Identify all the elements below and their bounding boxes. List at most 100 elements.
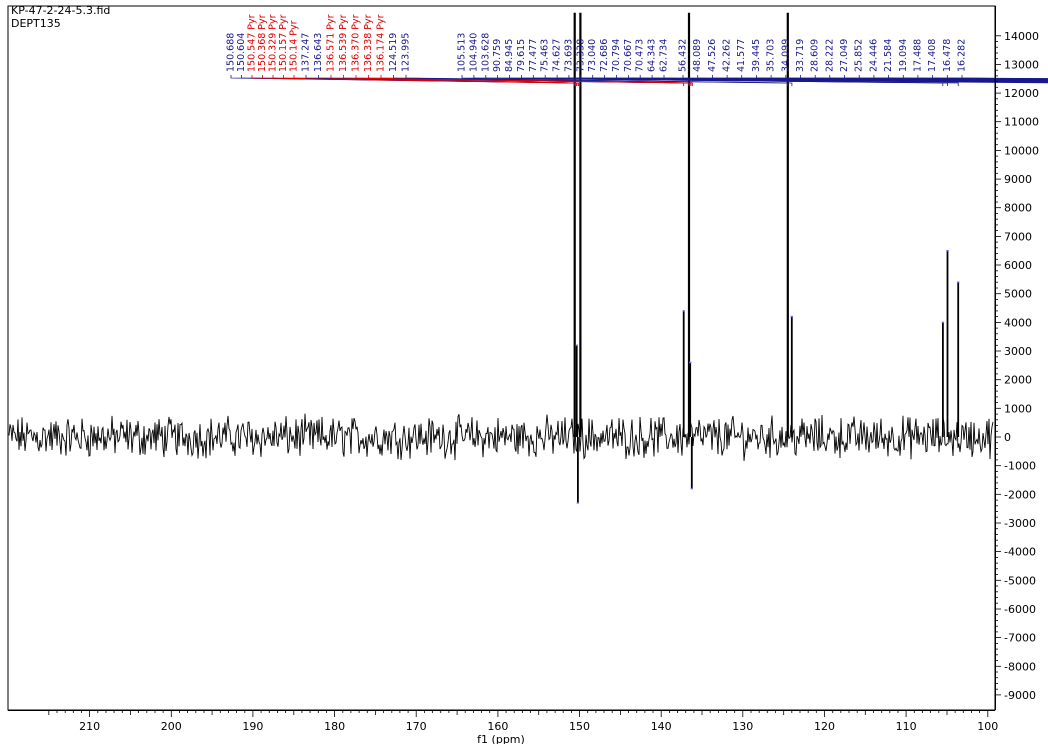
peak-label-leader xyxy=(785,75,1048,81)
peak-label: 136.174 Pyr xyxy=(376,14,387,72)
peak-label: 74.627 xyxy=(552,39,563,72)
peak-label-leader xyxy=(293,75,579,86)
peak-label: 150.329 Pyr xyxy=(268,14,279,72)
y-tick-label: -9000 xyxy=(1004,689,1036,702)
peak-label: 17.488 xyxy=(912,39,923,72)
x-tick-label: 110 xyxy=(896,720,917,733)
peak-label: 35.703 xyxy=(766,39,777,72)
peak-label-leader xyxy=(946,75,1048,80)
peak-label-leader xyxy=(380,75,693,86)
peak-label: 124.519 xyxy=(388,33,399,72)
x-tick-label: 180 xyxy=(324,720,345,733)
peak-label-leader xyxy=(405,75,793,86)
peak-label: 150.688 xyxy=(226,33,237,72)
peak-label: 150.157 Pyr xyxy=(278,14,289,72)
peak-label-leader xyxy=(712,75,1048,81)
x-tick-label: 190 xyxy=(242,720,263,733)
y-tick-label: 10000 xyxy=(1004,144,1039,157)
peak-label: 34.099 xyxy=(780,39,791,72)
peak-label-leader xyxy=(726,75,1048,81)
peak-label-leader xyxy=(873,75,1048,80)
peak-labels-group: 150.688 150.604 150.547 Pyr 150.368 Pyr 150.… xyxy=(226,14,1048,86)
peak-label-leader xyxy=(770,75,1048,81)
x-tick-label: 100 xyxy=(977,720,998,733)
peak-label: 150.547 Pyr xyxy=(247,14,258,72)
y-tick-label: -2000 xyxy=(1004,488,1036,501)
y-tick-label: 12000 xyxy=(1004,87,1039,100)
peak-label-leader xyxy=(844,75,1048,80)
peak-label-leader xyxy=(756,75,1048,81)
baseline-noise-trace xyxy=(8,413,994,461)
peak-label: 70.667 xyxy=(623,39,634,72)
peak-label: 56.432 xyxy=(678,39,689,72)
peak-label: 17.408 xyxy=(927,39,938,72)
peak-label: 21.584 xyxy=(883,39,894,72)
y-tick-label: 11000 xyxy=(1004,116,1039,129)
peak-label: 47.526 xyxy=(707,39,718,72)
peak-label: 150.604 xyxy=(236,33,247,72)
peak-label-leader xyxy=(800,75,1048,81)
y-tick-label: -3000 xyxy=(1004,517,1036,530)
peak-label: 27.049 xyxy=(839,39,850,72)
peak-label: 28.222 xyxy=(824,39,835,72)
peak-label: 39.445 xyxy=(751,39,762,72)
peak-label-leader xyxy=(961,75,1048,80)
peak-label: 150.368 Pyr xyxy=(257,14,268,72)
x-tick-label: 210 xyxy=(79,720,100,733)
y-tick-label: -4000 xyxy=(1004,546,1036,559)
peak-label: 25.852 xyxy=(854,39,865,72)
y-tick-label: 1000 xyxy=(1004,402,1032,415)
file-title: KP-47-2-24-5.3.fid xyxy=(11,4,111,17)
peak-label: 70.794 xyxy=(611,39,622,72)
y-tick-label: 13000 xyxy=(1004,58,1039,71)
x-tick-label: 130 xyxy=(732,720,753,733)
peak-label-leader xyxy=(917,75,1048,80)
peak-label-leader xyxy=(814,75,1048,80)
y-tick-label: 9000 xyxy=(1004,173,1032,186)
peak-label: 73.693 xyxy=(563,39,574,72)
peak-label: 103.628 xyxy=(480,33,491,72)
peak-label: 123.995 xyxy=(401,33,412,72)
peak-label: 19.094 xyxy=(898,39,909,72)
peak-label: 90.759 xyxy=(492,39,503,72)
x-tick-label: 160 xyxy=(487,720,508,733)
peak-label: 48.089 xyxy=(692,39,703,72)
peak-label-leader xyxy=(697,75,1048,81)
y-tick-label: -6000 xyxy=(1004,603,1036,616)
plot-background xyxy=(8,6,995,710)
experiment-label: DEPT135 xyxy=(11,17,61,30)
x-tick-label: 200 xyxy=(161,720,182,733)
peak-label-leader xyxy=(829,75,1048,80)
peak-label: 75.463 xyxy=(540,39,551,72)
x-tick-label: 120 xyxy=(814,720,835,733)
peak-label: 41.577 xyxy=(736,39,747,72)
peak-label: 136.571 Pyr xyxy=(326,14,337,72)
y-tick-label: 8000 xyxy=(1004,202,1032,215)
x-axis: 2102001901801701601501401301201101009080… xyxy=(8,710,998,733)
y-tick-label: -1000 xyxy=(1004,460,1036,473)
y-tick-label: 0 xyxy=(1004,431,1011,444)
peak-label: 24.446 xyxy=(868,39,879,72)
y-axis: 1400013000120001100010000900080007000600… xyxy=(995,6,1039,710)
peak-label: 150.14 Pyr xyxy=(289,20,300,72)
peak-label: 136.370 Pyr xyxy=(351,14,362,72)
peak-label: 42.262 xyxy=(722,39,733,72)
peak-label: 73.338 xyxy=(575,39,586,72)
y-tick-label: 5000 xyxy=(1004,288,1032,301)
y-tick-label: 4000 xyxy=(1004,316,1032,329)
y-tick-label: 6000 xyxy=(1004,259,1032,272)
x-tick-label: 170 xyxy=(406,720,427,733)
peak-label: 62.734 xyxy=(659,39,670,72)
peak-label: 105.513 xyxy=(457,33,468,72)
peak-label: 136.643 xyxy=(313,33,324,72)
peak-label: 136.539 Pyr xyxy=(338,14,349,72)
peak-label: 16.478 xyxy=(942,39,953,72)
spectrum-trace-group xyxy=(8,413,994,461)
peak-label: 33.719 xyxy=(795,39,806,72)
peak-label: 104.940 xyxy=(468,33,479,72)
peak-label: 77.477 xyxy=(528,39,539,72)
y-tick-label: 14000 xyxy=(1004,30,1039,43)
y-tick-label: 7000 xyxy=(1004,230,1032,243)
peak-label-leader xyxy=(741,75,1048,81)
